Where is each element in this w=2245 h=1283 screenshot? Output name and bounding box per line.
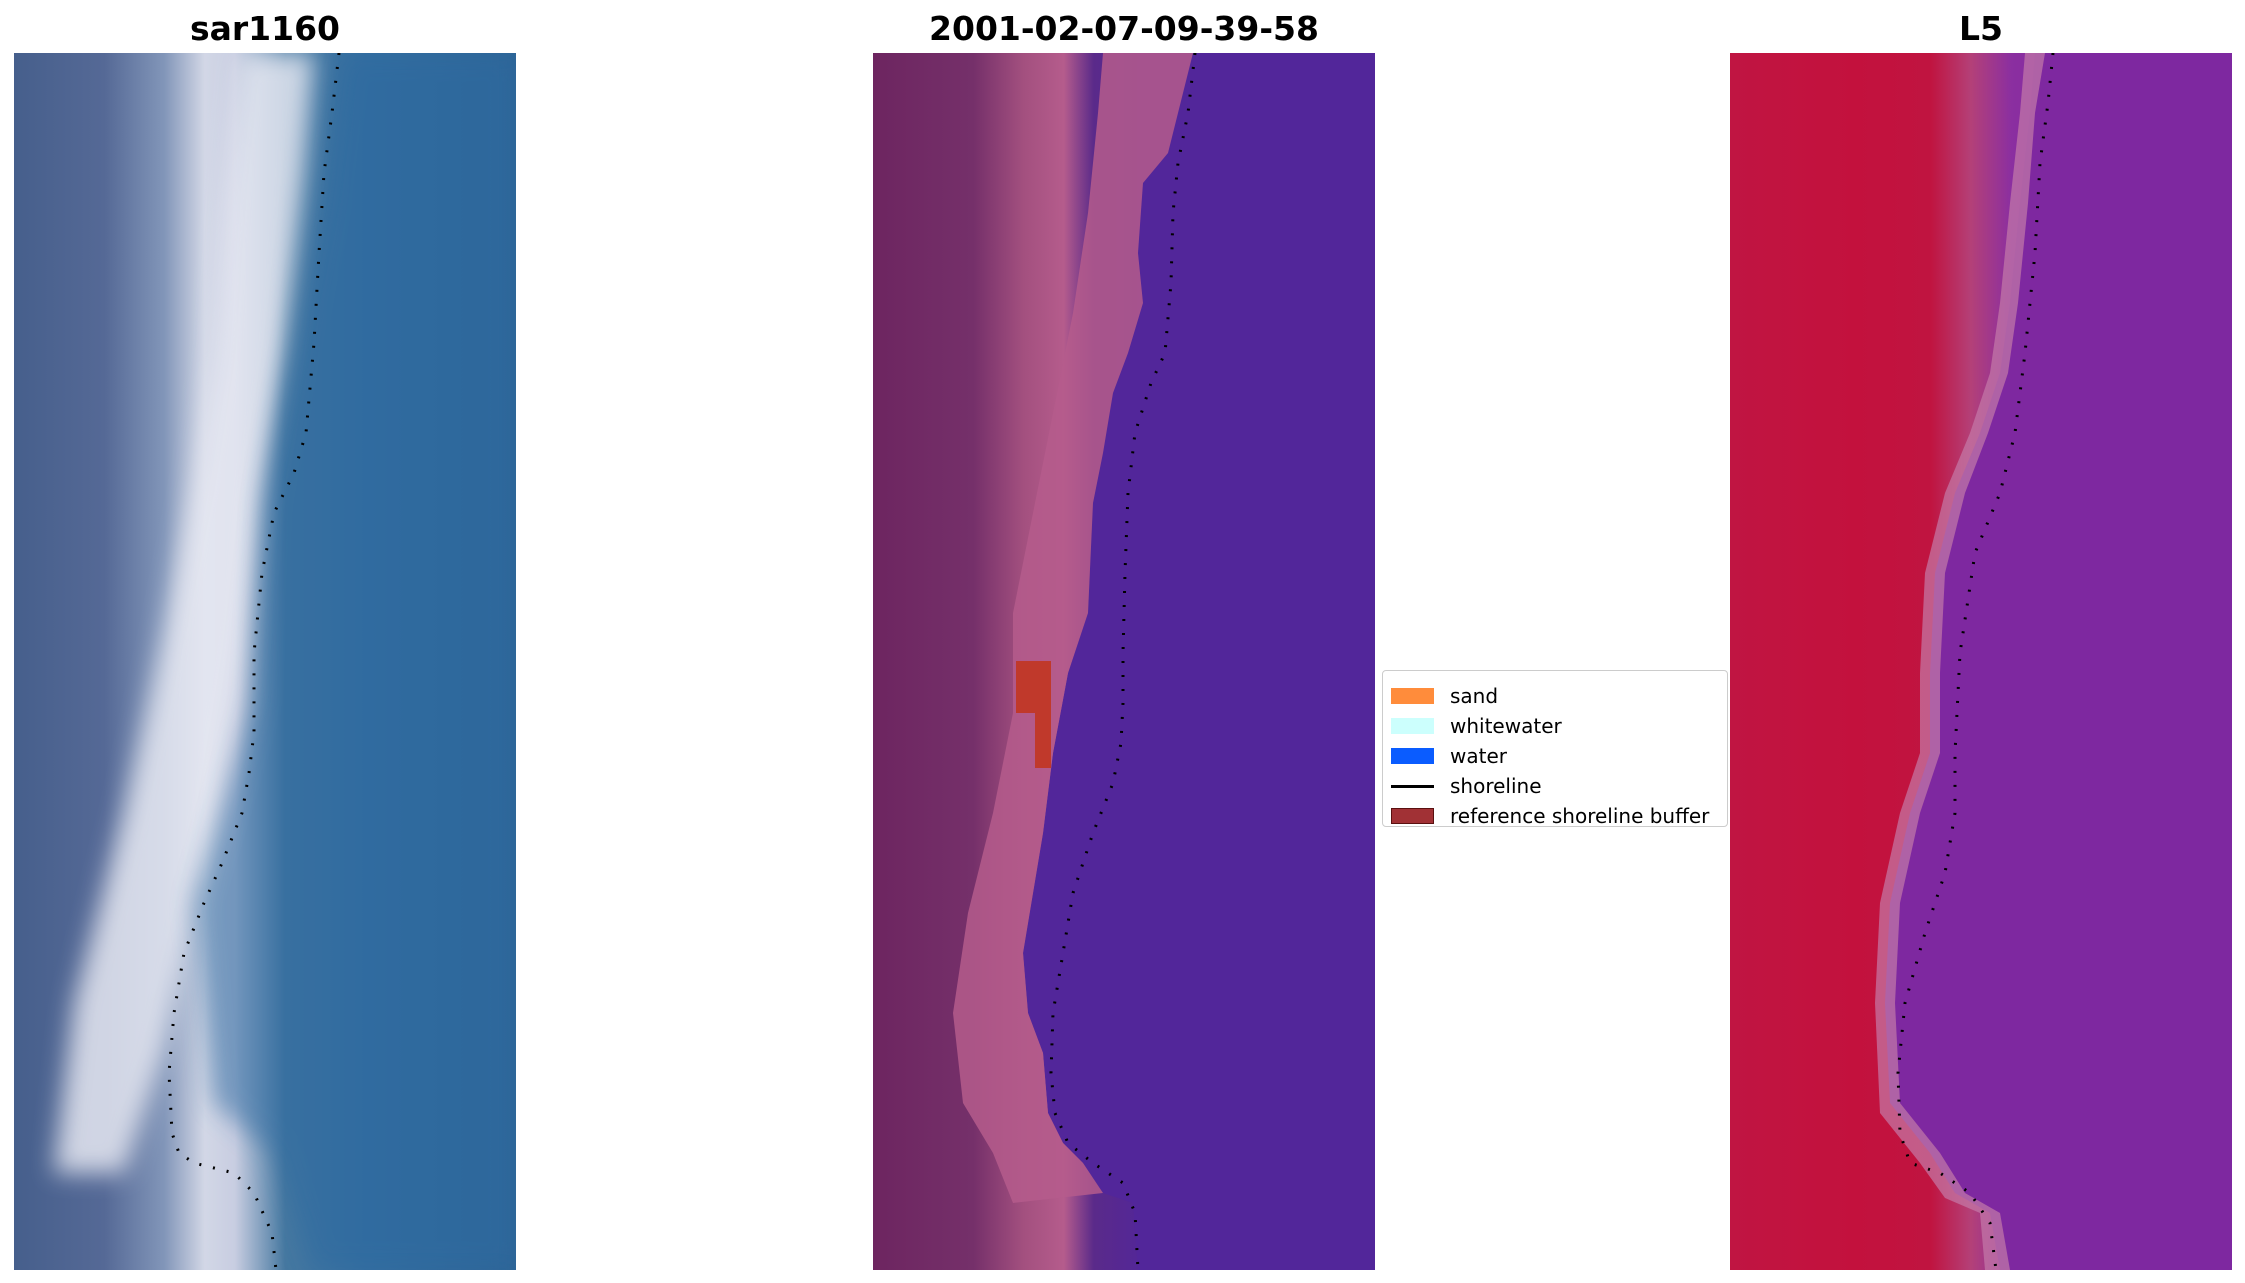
legend-item-sand: sand [1391,683,1498,709]
legend-label-water: water [1450,744,1507,768]
water-swatch [1391,748,1434,764]
transition-band [1875,53,2045,1270]
legend-label-shoreline: shoreline [1450,774,1542,798]
title-l5: L5 [1959,9,2003,48]
index-image [1730,53,2232,1270]
title-date: 2001-02-07-09-39-58 [929,9,1319,48]
legend-item-shoreline: shoreline [1391,773,1542,799]
sea-area [194,53,516,1270]
legend-label-sand: sand [1450,684,1499,708]
legend: sand whitewater water shoreline referenc… [1382,670,1728,829]
legend-item-whitewater: whitewater [1391,713,1562,739]
legend-item-reference-buffer: reference shoreline buffer [1391,803,1709,829]
beach-class-region [953,53,1193,1203]
sand-swatch [1391,688,1434,704]
whitewater-swatch [1391,718,1434,734]
water-index-region [1885,53,2232,1270]
shoreline-line-sample [1391,784,1434,788]
surf-zone-band [54,53,314,1173]
shoreline-trace [167,53,341,1270]
legend-item-water: water [1391,743,1507,769]
legend-label-reference-buffer: reference shoreline buffer [1450,804,1710,828]
water-class-region [1023,53,1375,1270]
reference-buffer-swatch [1391,808,1434,824]
satellite-rgb-image [14,53,516,1270]
legend-label-whitewater: whitewater [1450,714,1562,738]
shoreline-trace [1896,53,2055,1270]
reference-buffer-patch [1016,661,1051,768]
title-sar1160: sar1160 [189,9,341,48]
classified-image [873,53,1375,1270]
